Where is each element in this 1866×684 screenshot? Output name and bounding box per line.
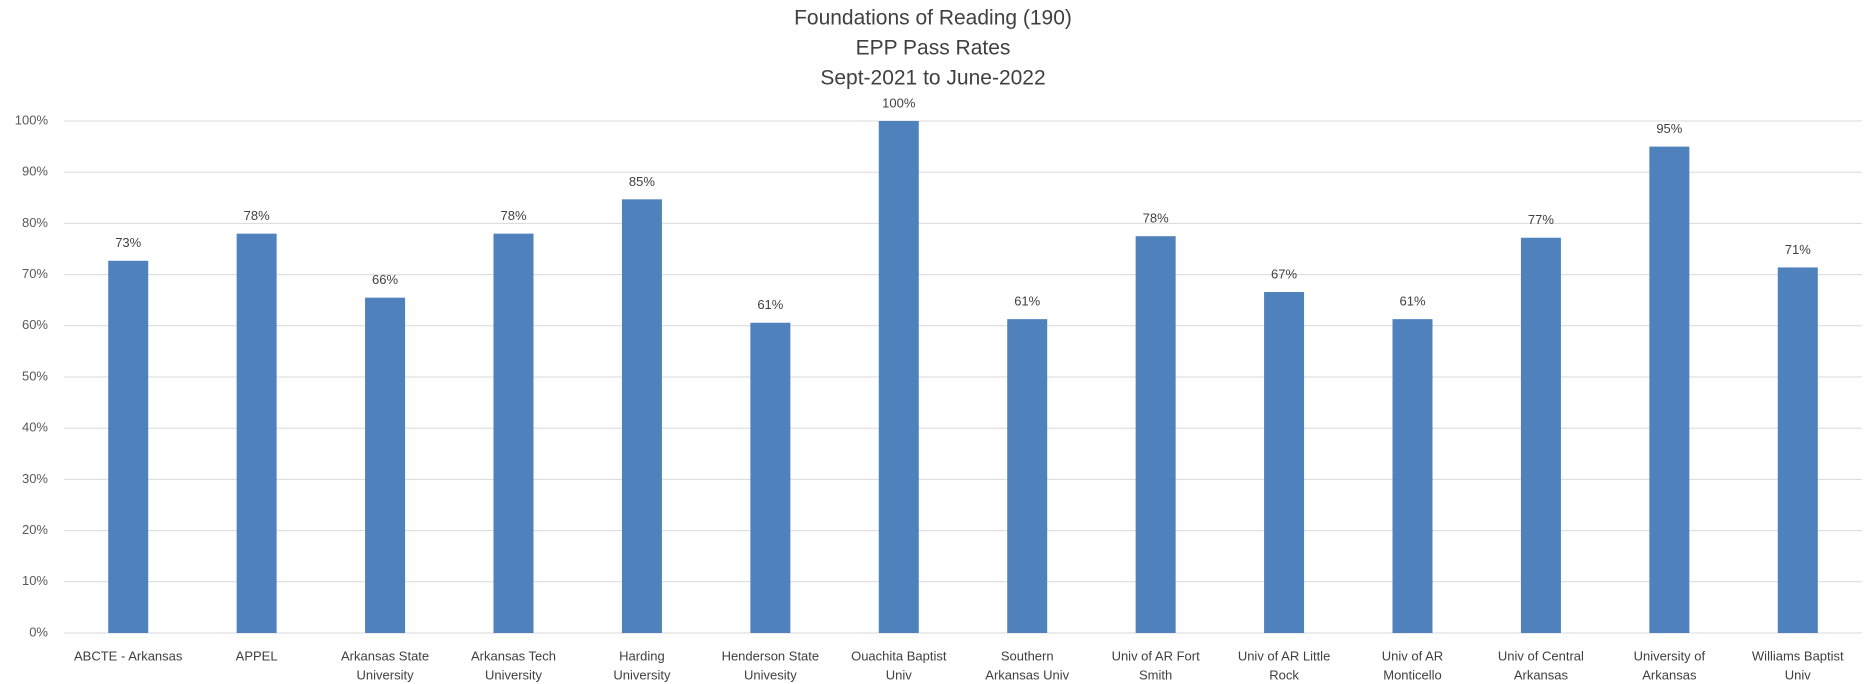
bar [1264,292,1305,633]
x-tick-label: Univ [1785,667,1812,682]
data-label: 73% [115,235,141,250]
bar [1007,319,1048,633]
x-tick-label: Harding [619,648,665,663]
y-tick-label: 60% [22,317,48,332]
x-tick-label: ABCTE - Arkansas [74,648,183,663]
bar [365,297,406,633]
y-tick-label: 100% [15,112,49,127]
data-label: 77% [1528,212,1554,227]
bar [1649,146,1690,633]
data-label: 67% [1271,266,1297,281]
x-tick-label: Univesity [744,667,797,682]
bar [1392,319,1433,633]
y-tick-label: 30% [22,471,48,486]
x-tick-label: Williams Baptist [1752,648,1844,663]
x-tick-label: Southern [1001,648,1054,663]
y-tick-label: 80% [22,215,48,230]
data-label: 85% [629,174,655,189]
chart-subtitle: Sept-2021 to June-2022 [820,67,1045,90]
chart-title: Foundations of Reading (190) [794,7,1072,30]
bar [1135,236,1176,633]
bar [621,199,662,633]
x-tick-label: Henderson State [722,648,820,663]
y-tick-label: 0% [29,624,48,639]
y-tick-label: 90% [22,164,48,179]
data-label: 71% [1785,242,1811,257]
x-tick-label: University [485,667,543,682]
y-tick-label: 50% [22,368,48,383]
bar [878,121,919,633]
bar [108,260,149,633]
x-tick-label: Rock [1269,667,1299,682]
bar [1520,237,1561,633]
y-tick-label: 10% [22,573,48,588]
y-tick-label: 70% [22,266,48,281]
x-tick-label: Univ of Central [1498,648,1584,663]
data-label: 78% [244,208,270,223]
x-tick-label: Ouachita Baptist [851,648,947,663]
x-tick-label: Smith [1139,667,1172,682]
data-label: 61% [1014,294,1040,309]
bar [236,233,277,633]
x-tick-label: University [613,667,671,682]
x-tick-label: University of [1634,648,1706,663]
x-tick-label: Arkansas State [341,648,429,663]
y-tick-label: 20% [22,522,48,537]
x-tick-label: Monticello [1383,667,1442,682]
x-tick-label: Univ of AR Little [1238,648,1331,663]
x-tick-label: Arkansas [1642,667,1697,682]
chart-subtitle: EPP Pass Rates [856,37,1011,60]
x-tick-label: Arkansas Tech [471,648,556,663]
x-tick-label: University [357,667,415,682]
x-tick-label: APPEL [236,648,278,663]
data-label: 95% [1656,121,1682,136]
x-tick-label: Arkansas [1514,667,1569,682]
bar [1777,267,1818,633]
data-label: 61% [757,297,783,312]
data-label: 78% [500,208,526,223]
y-tick-label: 40% [22,420,48,435]
data-label: 100% [882,95,916,110]
x-tick-label: Univ of AR [1382,648,1443,663]
data-label: 61% [1399,294,1425,309]
x-tick-label: Arkansas Univ [985,667,1069,682]
data-label: 78% [1143,211,1169,226]
x-tick-label: Univ of AR Fort [1112,648,1201,663]
data-label: 66% [372,272,398,287]
x-tick-label: Univ [886,667,913,682]
bar [750,322,791,633]
bar [493,233,534,633]
